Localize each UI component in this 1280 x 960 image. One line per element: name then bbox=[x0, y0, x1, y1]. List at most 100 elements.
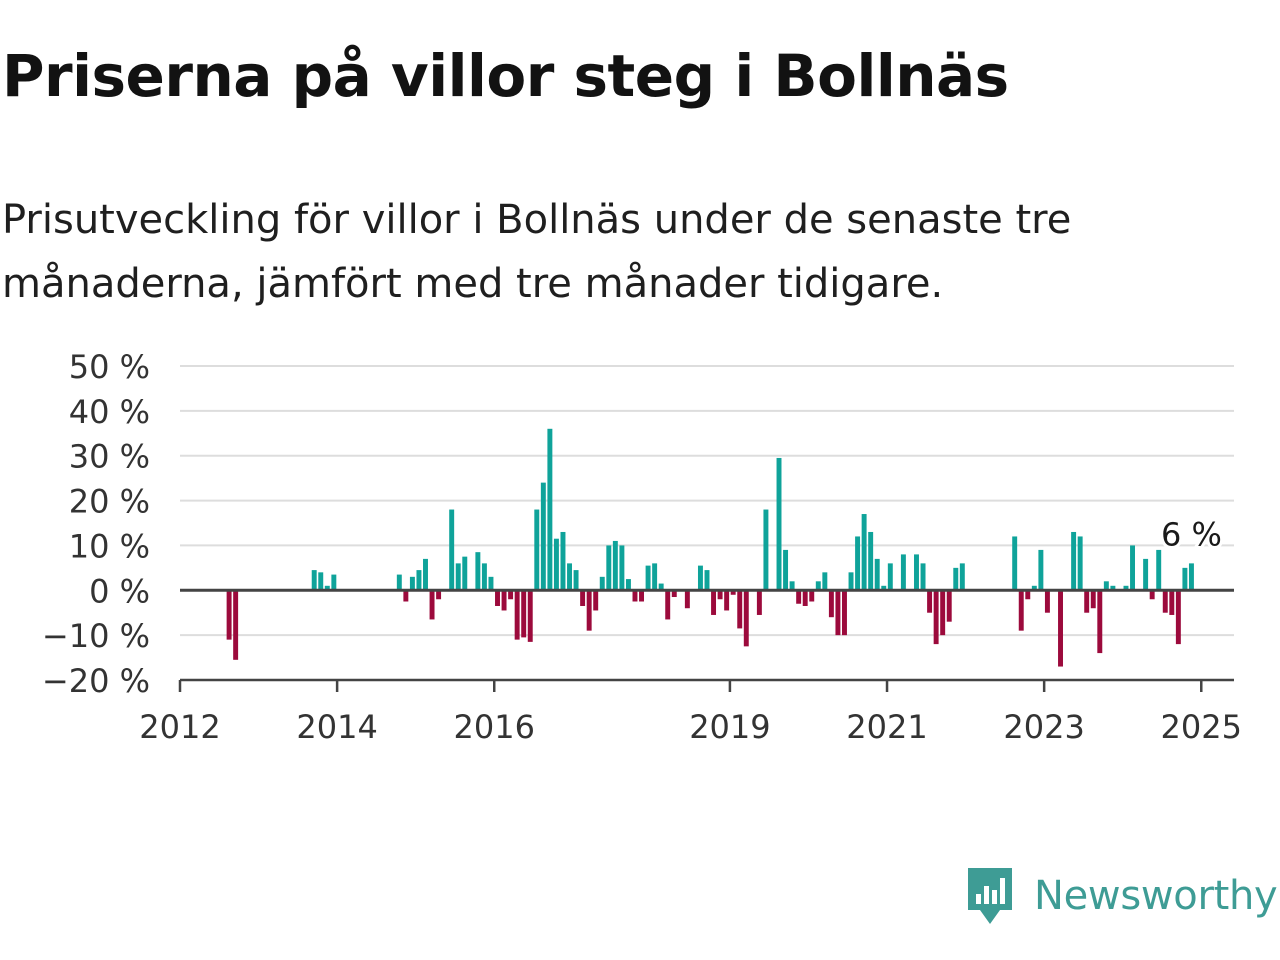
bar bbox=[1188, 563, 1194, 591]
bar bbox=[868, 531, 874, 591]
bar bbox=[743, 590, 749, 647]
bar bbox=[927, 590, 933, 613]
bar bbox=[855, 536, 861, 591]
bar bbox=[645, 565, 651, 591]
bar bbox=[940, 590, 946, 636]
bar bbox=[521, 590, 527, 638]
bars bbox=[226, 428, 1194, 667]
y-tick-label: 20 % bbox=[69, 483, 150, 521]
tick-labels: −20 % −10 % 0 % 10 % 20 % 30 % 40 % 50 % 2012 201… bbox=[42, 348, 1242, 746]
bar bbox=[331, 574, 337, 591]
bar bbox=[403, 590, 409, 602]
y-tick-label: 50 % bbox=[69, 348, 150, 386]
bar bbox=[763, 509, 769, 591]
bar bbox=[1156, 549, 1162, 591]
bar bbox=[462, 556, 468, 591]
bar bbox=[697, 565, 703, 591]
bar bbox=[1071, 531, 1077, 591]
bar bbox=[599, 576, 605, 591]
bar bbox=[1090, 590, 1096, 609]
bar bbox=[822, 572, 828, 591]
bar bbox=[593, 590, 599, 611]
brand-logo[interactable]: Newsworthy bbox=[964, 864, 1278, 928]
bar bbox=[1012, 536, 1018, 591]
bar bbox=[481, 563, 487, 591]
bar bbox=[711, 590, 717, 615]
x-tick-label: 2016 bbox=[454, 708, 535, 746]
bar bbox=[665, 590, 671, 620]
bar bbox=[1103, 581, 1109, 591]
bar bbox=[887, 563, 893, 591]
bar bbox=[1044, 590, 1050, 613]
bar bbox=[704, 570, 710, 591]
bar bbox=[560, 531, 566, 591]
bar bbox=[1149, 590, 1155, 600]
bar bbox=[1018, 590, 1024, 631]
bar bbox=[756, 590, 762, 615]
bar bbox=[436, 590, 442, 600]
bar bbox=[495, 590, 500, 606]
bar bbox=[815, 581, 821, 591]
bar bbox=[828, 590, 834, 618]
bar bbox=[573, 570, 579, 591]
bar bbox=[1123, 585, 1129, 591]
axes bbox=[178, 588, 1234, 692]
x-tick-label: 2025 bbox=[1161, 708, 1242, 746]
bar bbox=[946, 590, 952, 622]
x-tick-label: 2012 bbox=[139, 708, 220, 746]
bar bbox=[409, 576, 415, 591]
bar bbox=[449, 509, 455, 591]
bar bbox=[900, 554, 906, 591]
bar bbox=[632, 590, 638, 602]
x-tick-label: 2023 bbox=[1003, 708, 1084, 746]
bar bbox=[861, 514, 867, 591]
bar bbox=[652, 563, 658, 591]
bar bbox=[658, 583, 664, 591]
bar bbox=[416, 570, 422, 591]
y-tick-label: −10 % bbox=[42, 617, 150, 655]
bar bbox=[933, 590, 939, 645]
bar bbox=[1182, 567, 1188, 591]
bar bbox=[455, 563, 461, 591]
bar bbox=[809, 590, 815, 602]
bar bbox=[527, 590, 533, 642]
bar bbox=[1175, 590, 1181, 645]
bar bbox=[639, 590, 645, 602]
x-tick-label: 2014 bbox=[296, 708, 377, 746]
chart-subtitle: Prisutveckling för villor i Bollnäs unde… bbox=[2, 197, 1072, 307]
bar bbox=[514, 590, 520, 640]
bar bbox=[842, 590, 847, 636]
bar bbox=[730, 590, 736, 595]
chart-title: Priserna på villor steg i Bollnäs bbox=[2, 42, 1009, 110]
bar bbox=[612, 540, 618, 591]
bar bbox=[508, 590, 514, 600]
last-value-label: 6 % bbox=[1161, 515, 1222, 553]
bar bbox=[874, 558, 880, 591]
bar bbox=[881, 585, 887, 591]
bar bbox=[835, 590, 841, 636]
bar bbox=[920, 563, 926, 591]
x-tick-label: 2021 bbox=[846, 708, 927, 746]
bar bbox=[606, 545, 612, 591]
bar bbox=[684, 590, 690, 609]
bar bbox=[802, 590, 808, 606]
bar bbox=[914, 554, 919, 591]
bar bbox=[1084, 590, 1090, 613]
bar bbox=[1130, 545, 1136, 591]
bar bbox=[783, 549, 789, 591]
bar bbox=[1077, 536, 1083, 591]
bar bbox=[423, 558, 428, 591]
bar bbox=[1162, 590, 1168, 613]
y-tick-label: −20 % bbox=[42, 662, 150, 700]
bar bbox=[1169, 590, 1175, 615]
bar bbox=[776, 457, 782, 591]
brand-name: Newsworthy bbox=[1034, 873, 1278, 919]
bar bbox=[953, 567, 959, 591]
y-tick-label: 0 % bbox=[89, 572, 150, 610]
bar bbox=[796, 590, 802, 604]
bar bbox=[311, 570, 317, 591]
y-tick-label: 30 % bbox=[69, 438, 150, 476]
bar bbox=[959, 563, 965, 591]
bar bbox=[226, 590, 232, 640]
bar bbox=[1058, 590, 1063, 667]
